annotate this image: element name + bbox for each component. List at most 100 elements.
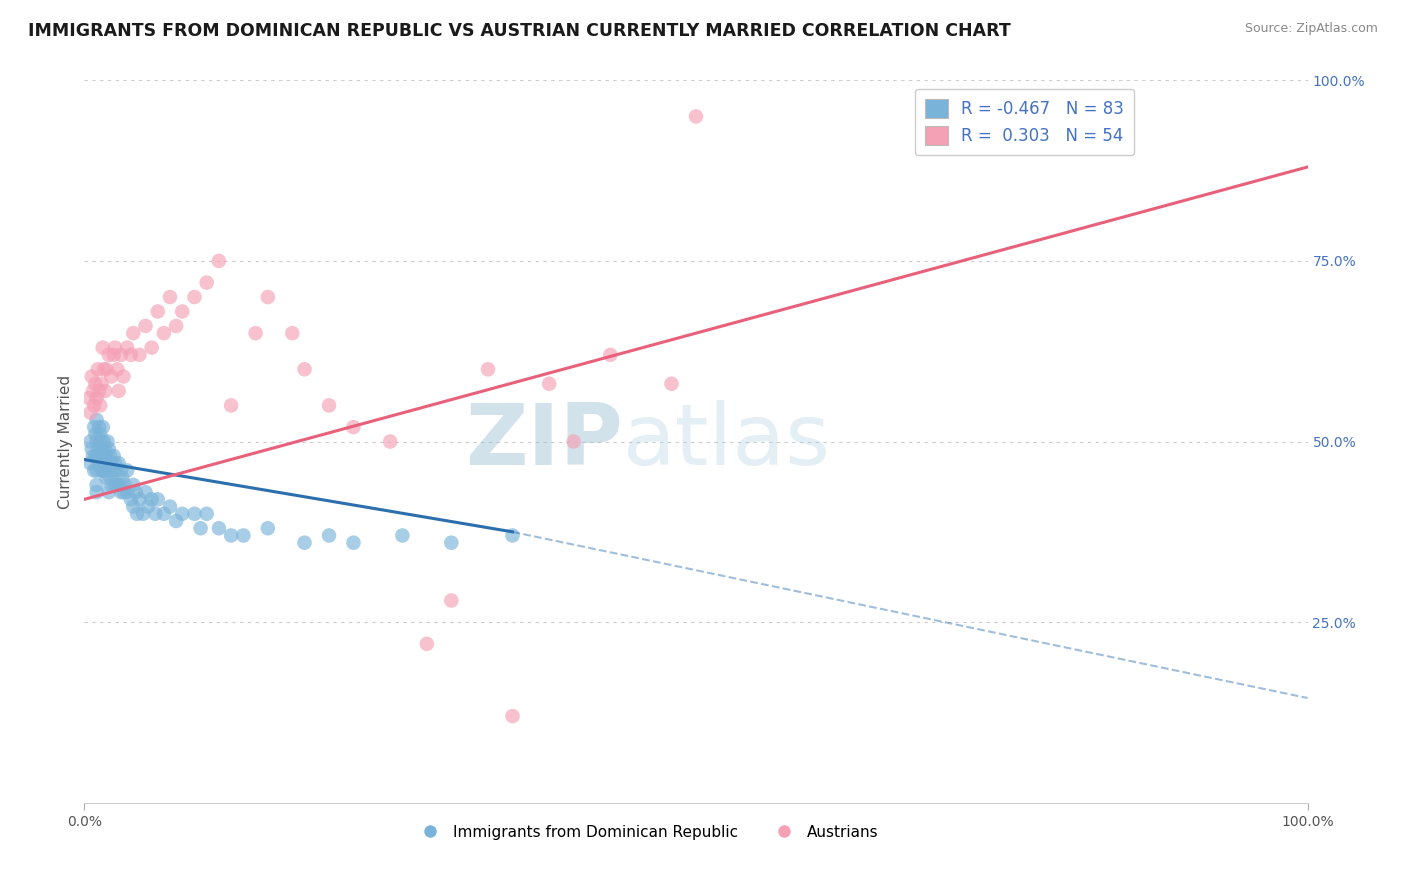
Text: ZIP: ZIP	[465, 400, 623, 483]
Point	[110, 348, 132, 362]
Point	[219, 528, 242, 542]
Point	[135, 318, 157, 333]
Point	[86, 434, 108, 449]
Point	[87, 456, 110, 470]
Point	[91, 420, 114, 434]
Point	[101, 463, 124, 477]
Point	[83, 463, 105, 477]
Point	[281, 326, 304, 340]
Point	[153, 507, 176, 521]
Point	[82, 449, 104, 463]
Point	[108, 478, 131, 492]
Point	[122, 500, 145, 514]
Point	[100, 369, 122, 384]
Point	[96, 449, 118, 463]
Point	[562, 434, 585, 449]
Point	[159, 500, 181, 514]
Point	[172, 507, 194, 521]
Point	[79, 456, 101, 470]
Point	[538, 376, 561, 391]
Point	[128, 492, 150, 507]
Point	[165, 318, 187, 333]
Point	[79, 434, 101, 449]
Point	[195, 507, 218, 521]
Point	[87, 442, 110, 456]
Point	[94, 442, 117, 456]
Point	[86, 463, 108, 477]
Point	[232, 528, 254, 542]
Point	[219, 398, 242, 412]
Text: IMMIGRANTS FROM DOMINICAN REPUBLIC VS AUSTRIAN CURRENTLY MARRIED CORRELATION CHA: IMMIGRANTS FROM DOMINICAN REPUBLIC VS AU…	[28, 22, 1011, 40]
Point	[97, 485, 120, 500]
Point	[105, 478, 128, 492]
Text: atlas: atlas	[623, 400, 831, 483]
Point	[115, 485, 138, 500]
Point	[87, 362, 110, 376]
Point	[86, 391, 108, 405]
Point	[112, 485, 135, 500]
Point	[103, 449, 125, 463]
Point	[90, 376, 112, 391]
Point	[318, 528, 340, 542]
Point	[83, 398, 105, 412]
Point	[97, 442, 120, 456]
Point	[93, 434, 115, 449]
Point	[110, 485, 132, 500]
Point	[440, 593, 463, 607]
Point	[96, 362, 118, 376]
Point	[132, 507, 155, 521]
Point	[380, 434, 402, 449]
Point	[190, 521, 212, 535]
Point	[128, 348, 150, 362]
Point	[342, 535, 364, 549]
Point	[82, 384, 104, 398]
Point	[112, 369, 135, 384]
Point	[440, 535, 463, 549]
Point	[104, 478, 127, 492]
Point	[90, 463, 112, 477]
Point	[89, 427, 111, 442]
Point	[294, 362, 316, 376]
Point	[120, 348, 142, 362]
Point	[84, 376, 107, 391]
Point	[599, 348, 621, 362]
Point	[502, 709, 524, 723]
Point	[97, 434, 120, 449]
Point	[97, 456, 120, 470]
Point	[122, 478, 145, 492]
Point	[318, 398, 340, 412]
Point	[96, 470, 118, 484]
Point	[153, 326, 176, 340]
Point	[114, 478, 136, 492]
Point	[685, 110, 707, 124]
Point	[135, 485, 157, 500]
Point	[84, 427, 107, 442]
Point	[93, 362, 115, 376]
Point	[105, 463, 128, 477]
Point	[141, 341, 163, 355]
Point	[97, 348, 120, 362]
Point	[172, 304, 194, 318]
Point	[146, 304, 169, 318]
Point	[125, 507, 148, 521]
Point	[136, 500, 159, 514]
Text: Source: ZipAtlas.com: Source: ZipAtlas.com	[1244, 22, 1378, 36]
Point	[86, 485, 108, 500]
Point	[79, 406, 101, 420]
Legend: Immigrants from Dominican Republic, Austrians: Immigrants from Dominican Republic, Aust…	[409, 819, 884, 846]
Point	[141, 492, 163, 507]
Point	[208, 253, 231, 268]
Point	[502, 528, 524, 542]
Point	[477, 362, 499, 376]
Point	[143, 507, 166, 521]
Point	[80, 369, 103, 384]
Point	[91, 442, 114, 456]
Point	[86, 413, 108, 427]
Point	[89, 449, 111, 463]
Point	[165, 514, 187, 528]
Point	[97, 463, 120, 477]
Point	[159, 290, 181, 304]
Point	[100, 478, 122, 492]
Point	[77, 391, 100, 405]
Point	[208, 521, 231, 535]
